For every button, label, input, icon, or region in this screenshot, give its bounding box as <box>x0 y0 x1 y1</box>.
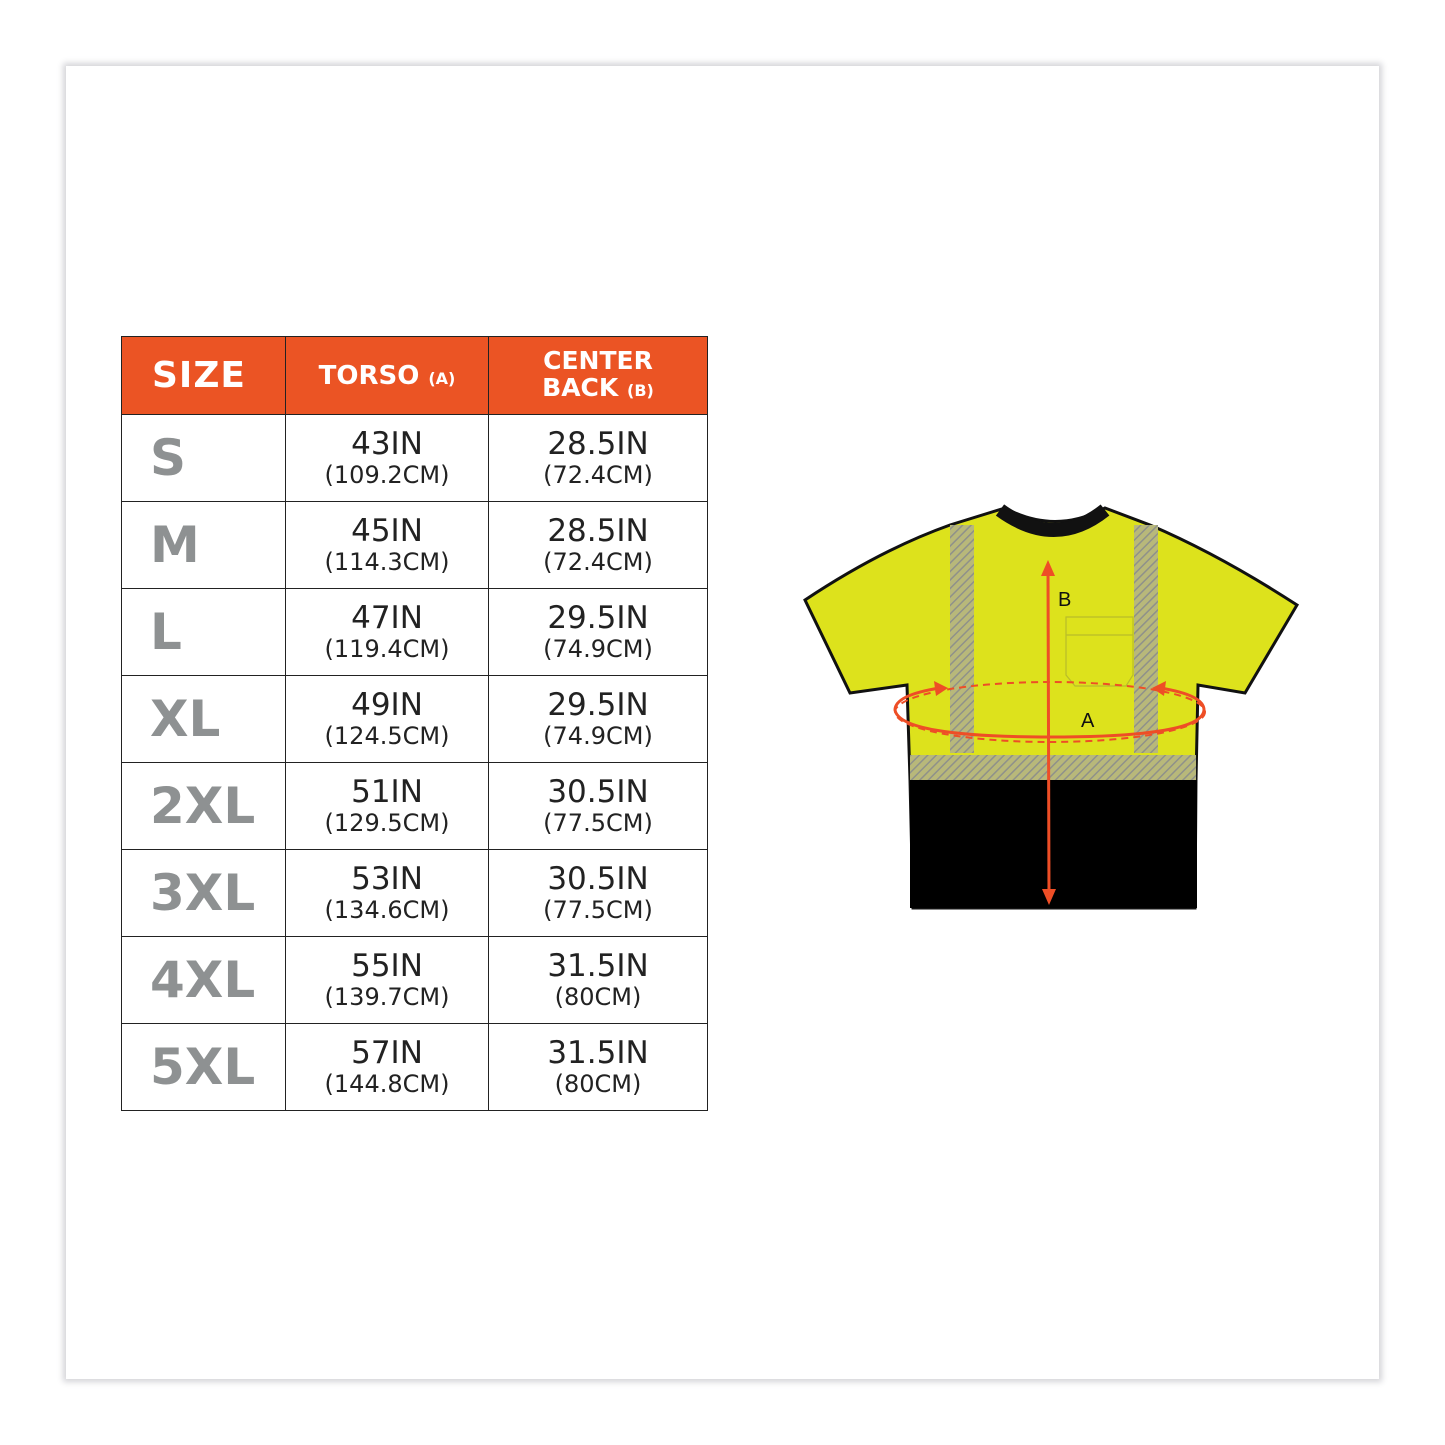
torso-cell: 51IN (129.5CM) <box>285 762 489 850</box>
torso-in: 49IN <box>351 687 423 723</box>
back-cm: (74.9CM) <box>543 635 653 663</box>
torso-in: 45IN <box>351 513 423 549</box>
table-row: XL 49IN (124.5CM) 29.5IN (74.9CM) <box>121 675 708 763</box>
torso-cell: 43IN (109.2CM) <box>285 414 489 502</box>
shirt-diagram: B A <box>803 504 1300 910</box>
torso-cell: 57IN (144.8CM) <box>285 1023 489 1111</box>
reflective-strip-left <box>950 525 974 753</box>
torso-cell: 45IN (114.3CM) <box>285 501 489 589</box>
back-cell: 28.5IN (72.4CM) <box>488 414 708 502</box>
table-row: 2XL 51IN (129.5CM) 30.5IN (77.5CM) <box>121 762 708 850</box>
back-in: 28.5IN <box>547 513 649 549</box>
back-in: 31.5IN <box>547 948 649 984</box>
back-cm: (77.5CM) <box>543 809 653 837</box>
label-b: B <box>1058 589 1071 611</box>
back-cell: 29.5IN (74.9CM) <box>488 588 708 676</box>
back-cell: 30.5IN (77.5CM) <box>488 849 708 937</box>
torso-cm: (114.3CM) <box>324 548 450 576</box>
back-cm: (77.5CM) <box>543 896 653 924</box>
table-row: 5XL 57IN (144.8CM) 31.5IN (80CM) <box>121 1023 708 1111</box>
size-cell: S <box>121 414 286 502</box>
back-cm: (74.9CM) <box>543 722 653 750</box>
back-in: 30.5IN <box>547 774 649 810</box>
size-cell: XL <box>121 675 286 763</box>
torso-cell: 55IN (139.7CM) <box>285 936 489 1024</box>
back-in: 29.5IN <box>547 687 649 723</box>
reflective-strip-waist <box>910 755 1196 780</box>
torso-cm: (134.6CM) <box>324 896 450 924</box>
torso-cell: 47IN (119.4CM) <box>285 588 489 676</box>
torso-cm: (124.5CM) <box>324 722 450 750</box>
header-size: SIZE <box>121 336 286 415</box>
label-a: A <box>1081 710 1095 732</box>
back-in: 29.5IN <box>547 600 649 636</box>
collar <box>995 504 1110 537</box>
size-cell: 4XL <box>121 936 286 1024</box>
back-in: 30.5IN <box>547 861 649 897</box>
size-cell: 5XL <box>121 1023 286 1111</box>
back-cell: 31.5IN (80CM) <box>488 1023 708 1111</box>
table-row: 3XL 53IN (134.6CM) 30.5IN (77.5CM) <box>121 849 708 937</box>
torso-in: 43IN <box>351 426 423 462</box>
torso-in: 57IN <box>351 1035 423 1071</box>
table-row: 4XL 55IN (139.7CM) 31.5IN (80CM) <box>121 936 708 1024</box>
torso-cm: (109.2CM) <box>324 461 450 489</box>
torso-cm: (139.7CM) <box>324 983 450 1011</box>
header-center-back: CENTER BACK (B) <box>488 336 708 415</box>
back-cell: 30.5IN (77.5CM) <box>488 762 708 850</box>
torso-in: 51IN <box>351 774 423 810</box>
torso-label: TORSO <box>318 360 420 391</box>
size-cell: L <box>121 588 286 676</box>
back-in: 31.5IN <box>547 1035 649 1071</box>
size-cell: 3XL <box>121 849 286 937</box>
torso-cell: 53IN (134.6CM) <box>285 849 489 937</box>
torso-cm: (129.5CM) <box>324 809 450 837</box>
back-in: 28.5IN <box>547 426 649 462</box>
back-cell: 31.5IN (80CM) <box>488 936 708 1024</box>
torso-tag: (A) <box>428 368 456 388</box>
center-back-measure <box>1046 569 1051 896</box>
pocket <box>1065 616 1134 687</box>
back-cm: (80CM) <box>554 1070 642 1098</box>
table-row: S 43IN (109.2CM) 28.5IN (72.4CM) <box>121 414 708 502</box>
header-row: SIZE TORSO (A) CENTER BACK (B) <box>121 336 708 415</box>
torso-cell: 49IN (124.5CM) <box>285 675 489 763</box>
back-line1: CENTER <box>543 346 653 375</box>
back-cell: 29.5IN (74.9CM) <box>488 675 708 763</box>
shirt-black-bottom <box>910 780 1197 908</box>
back-line2: BACK <box>542 373 619 402</box>
back-cm: (72.4CM) <box>543 461 653 489</box>
torso-in: 47IN <box>351 600 423 636</box>
header-torso: TORSO (A) <box>285 336 489 415</box>
torso-in: 55IN <box>351 948 423 984</box>
table-row: M 45IN (114.3CM) 28.5IN (72.4CM) <box>121 501 708 589</box>
torso-cm: (144.8CM) <box>324 1070 450 1098</box>
size-cell: M <box>121 501 286 589</box>
table-row: L 47IN (119.4CM) 29.5IN (74.9CM) <box>121 588 708 676</box>
torso-in: 53IN <box>351 861 423 897</box>
back-cm: (80CM) <box>554 983 642 1011</box>
size-cell: 2XL <box>121 762 286 850</box>
back-cm: (72.4CM) <box>543 548 653 576</box>
size-chart-table: SIZE TORSO (A) CENTER BACK (B) S 43IN (109… <box>121 336 708 1111</box>
torso-cm: (119.4CM) <box>324 635 450 663</box>
back-cell: 28.5IN (72.4CM) <box>488 501 708 589</box>
back-tag: (B) <box>627 381 654 400</box>
reflective-strip-right <box>1134 525 1158 753</box>
